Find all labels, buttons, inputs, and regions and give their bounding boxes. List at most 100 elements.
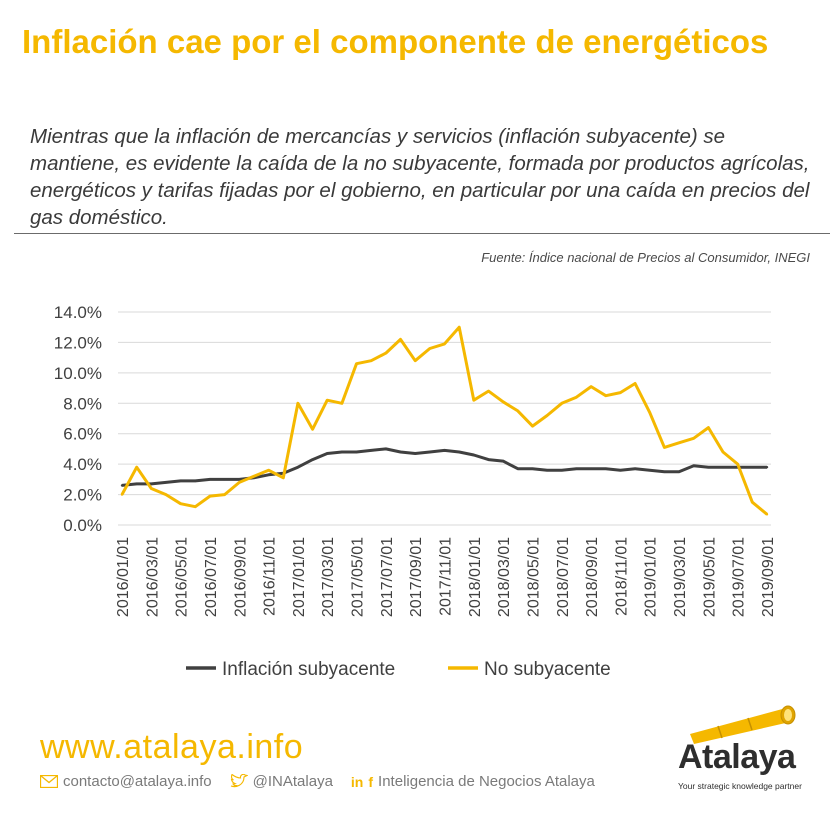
legend-label: Inflación subyacente	[222, 659, 395, 680]
x-tick-label: 2019/03/01	[672, 537, 689, 617]
data-point	[765, 513, 769, 516]
data-point	[311, 427, 314, 431]
data-point	[150, 482, 153, 486]
data-point	[765, 465, 769, 469]
data-point	[194, 505, 197, 508]
data-point	[443, 342, 446, 346]
x-tick-label: 2019/09/01	[760, 537, 777, 617]
y-tick-label: 12.0%	[54, 333, 102, 352]
data-point	[208, 494, 212, 498]
x-tick-label: 2016/11/01	[262, 537, 279, 616]
legend-label: No subyacente	[484, 659, 611, 680]
x-tick-label: 2018/05/01	[525, 537, 542, 617]
data-point	[575, 396, 578, 399]
data-point	[589, 467, 593, 470]
logo-tagline: Your strategic knowledge partner	[678, 781, 802, 791]
data-point	[721, 450, 725, 454]
x-tick-label: 2018/11/01	[613, 537, 630, 616]
data-point	[120, 484, 124, 487]
data-point	[164, 481, 168, 484]
data-point	[238, 481, 241, 484]
data-point	[252, 475, 256, 478]
data-point	[604, 394, 607, 397]
x-tick-label: 2017/07/01	[379, 537, 396, 617]
logo-name: Atalaya	[678, 738, 796, 776]
data-point	[340, 402, 344, 405]
data-point	[531, 424, 534, 428]
data-point	[472, 399, 476, 402]
data-point	[545, 469, 549, 472]
twitter-bird-icon	[230, 774, 248, 789]
footer-email-item[interactable]: contacto@atalaya.info	[40, 773, 212, 790]
data-point	[633, 382, 637, 385]
data-point	[516, 409, 519, 413]
data-point	[487, 389, 490, 393]
atalaya-logo: Atalaya Your strategic knowledge partner	[668, 700, 818, 800]
data-point	[428, 450, 432, 454]
x-tick-label: 2018/09/01	[584, 537, 601, 617]
data-point	[677, 470, 681, 473]
data-point	[179, 479, 182, 483]
x-tick-label: 2017/01/01	[291, 537, 308, 617]
data-point	[736, 462, 739, 466]
inflation-line-chart: 0.0% 2.0% 4.0% 6.0% 8.0% 10.0% 12.0% 14.0% 2016…	[54, 303, 777, 680]
data-point	[296, 465, 300, 469]
y-tick-label: 4.0%	[63, 455, 102, 474]
data-point	[223, 478, 226, 481]
data-point	[443, 449, 446, 452]
x-tick-label: 2017/03/01	[320, 537, 337, 617]
data-point	[560, 402, 563, 405]
data-point	[238, 478, 241, 481]
data-point	[516, 467, 519, 470]
data-point	[384, 351, 388, 355]
data-point	[663, 470, 666, 473]
data-point	[604, 467, 607, 470]
x-tick-label: 2017/11/01	[438, 537, 455, 616]
data-point	[692, 437, 695, 440]
x-tick-label: 2018/01/01	[467, 537, 484, 617]
data-point	[267, 473, 270, 476]
y-tick-label: 6.0%	[63, 425, 102, 444]
x-tick-label: 2018/07/01	[555, 537, 572, 617]
x-tick-label: 2016/07/01	[203, 537, 220, 617]
data-point	[150, 487, 153, 490]
footer-twitter: @INAtalaya	[252, 773, 333, 790]
data-point	[501, 459, 505, 463]
y-tick-label: 2.0%	[63, 486, 102, 505]
data-point	[399, 338, 402, 341]
x-tick-label: 2016/05/01	[174, 537, 191, 617]
data-point	[208, 478, 212, 481]
data-point	[487, 458, 490, 461]
envelope-icon	[40, 775, 58, 788]
footer-contacts: contacto@atalaya.info @INAtalaya in f In…	[40, 773, 613, 790]
data-point	[370, 449, 373, 452]
data-point	[399, 450, 402, 454]
data-point	[135, 465, 138, 469]
header-divider	[14, 233, 830, 234]
data-point	[120, 493, 124, 496]
data-point	[457, 326, 461, 329]
series-line-subyacente	[121, 447, 767, 487]
data-point	[413, 359, 417, 362]
data-point	[707, 426, 710, 429]
x-tick-label: 2018/03/01	[496, 537, 513, 617]
footer-website[interactable]: www.atalaya.info	[40, 728, 304, 766]
x-axis-tick-labels: 2016/01/01 2016/03/01 2016/05/01 2016/07/01…	[115, 537, 777, 617]
y-tick-label: 8.0%	[63, 394, 102, 413]
data-point	[135, 482, 138, 486]
x-tick-label: 2016/09/01	[232, 537, 249, 617]
x-tick-label: 2019/05/01	[701, 537, 718, 617]
data-point	[282, 476, 285, 480]
data-point	[296, 402, 300, 405]
x-tick-label: 2019/07/01	[731, 537, 748, 617]
data-point	[428, 347, 432, 350]
page-title: Inflación cae por el componente de energ…	[22, 23, 769, 60]
data-point	[707, 465, 710, 469]
footer-twitter-item[interactable]: @INAtalaya	[230, 773, 333, 790]
footer-social-item[interactable]: in f Inteligencia de Negocios Atalaya	[351, 773, 595, 790]
data-point	[326, 452, 329, 455]
x-tick-label: 2017/09/01	[408, 537, 425, 617]
data-point	[575, 467, 578, 470]
data-point	[721, 465, 725, 469]
x-tick-label: 2016/01/01	[115, 537, 132, 617]
